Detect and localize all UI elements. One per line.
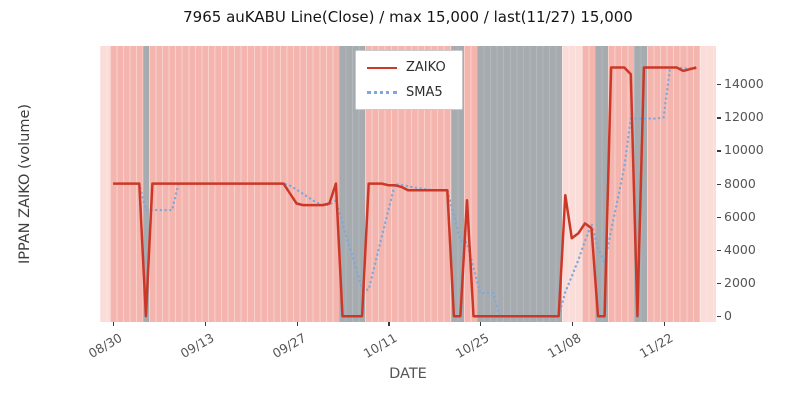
y-tick-mark: [717, 249, 721, 252]
y-tick-mark: [717, 150, 721, 152]
gray-band: [450, 46, 464, 322]
gray-band: [142, 46, 150, 322]
gray-band: [476, 46, 562, 322]
x-tick-mark: [204, 322, 207, 326]
y-tick-mark: [717, 117, 721, 119]
y-tick-mark: [717, 183, 721, 185]
legend: ZAIKO SMA5: [355, 50, 463, 110]
x-tick-label: 09/27: [269, 330, 309, 362]
y-tick-label: 12000: [724, 109, 764, 125]
legend-item-sma5: SMA5: [367, 85, 446, 100]
light-band: [100, 46, 110, 322]
x-tick-mark: [571, 322, 574, 326]
x-tick-label: 11/22: [636, 330, 676, 362]
chart-title: 7965 auKABU Line(Close) / max 15,000 / l…: [183, 8, 633, 26]
legend-item-zaiko: ZAIKO: [367, 60, 446, 75]
y-tick-mark: [717, 84, 721, 86]
zaiko-line: [113, 66, 697, 318]
legend-label-zaiko: ZAIKO: [406, 60, 446, 75]
light-band: [562, 46, 582, 322]
y-tick-mark: [717, 316, 721, 318]
y-tick-label: 6000: [724, 208, 756, 224]
x-tick-label: 11/08: [544, 330, 584, 362]
x-tick-mark: [388, 322, 390, 326]
y-tick-label: 8000: [724, 175, 756, 191]
y-tick-label: 14000: [724, 76, 764, 92]
x-tick-mark: [296, 322, 298, 326]
legend-label-sma5: SMA5: [406, 85, 443, 100]
sma5-line-swatch: [367, 91, 397, 94]
x-tick-mark: [113, 322, 115, 326]
x-axis-label: DATE: [389, 366, 427, 382]
y-tick-label: 0: [724, 308, 732, 324]
x-tick-mark: [480, 322, 482, 326]
y-axis-label: IPPAN ZAIKO (volume): [17, 103, 33, 265]
pink-band: [647, 46, 700, 322]
sma5-line: [138, 66, 698, 318]
y-tick-mark: [717, 216, 721, 218]
y-tick-label: 4000: [724, 242, 756, 258]
zaiko-line-swatch: [367, 66, 397, 69]
line-chart: [113, 66, 698, 318]
light-band: [699, 46, 716, 322]
x-tick-label: 10/25: [452, 330, 492, 362]
y-tick-label: 2000: [724, 275, 756, 291]
x-tick-mark: [663, 322, 665, 326]
x-tick-label: 09/13: [177, 330, 217, 362]
x-tick-label: 08/30: [85, 330, 125, 362]
pink-band: [581, 46, 595, 322]
x-tick-label: 10/11: [361, 330, 400, 362]
gray-band: [594, 46, 608, 322]
y-tick-label: 10000: [724, 142, 764, 158]
y-tick-mark: [717, 283, 721, 285]
pink-band: [463, 46, 477, 322]
plot-area: ZAIKO SMA5: [100, 46, 716, 322]
